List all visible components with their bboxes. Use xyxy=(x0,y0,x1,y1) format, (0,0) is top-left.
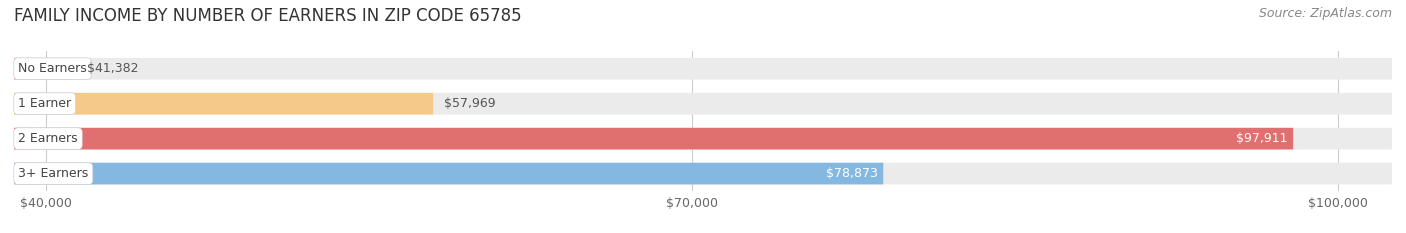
Text: Source: ZipAtlas.com: Source: ZipAtlas.com xyxy=(1258,7,1392,20)
FancyBboxPatch shape xyxy=(14,58,1392,80)
FancyBboxPatch shape xyxy=(14,58,76,80)
FancyBboxPatch shape xyxy=(14,163,883,185)
Text: $41,382: $41,382 xyxy=(87,62,139,75)
FancyBboxPatch shape xyxy=(14,93,1392,115)
FancyBboxPatch shape xyxy=(14,163,1392,185)
Text: 1 Earner: 1 Earner xyxy=(18,97,72,110)
Text: 2 Earners: 2 Earners xyxy=(18,132,77,145)
Text: 3+ Earners: 3+ Earners xyxy=(18,167,89,180)
FancyBboxPatch shape xyxy=(14,93,433,115)
Text: $78,873: $78,873 xyxy=(825,167,877,180)
Text: $57,969: $57,969 xyxy=(444,97,496,110)
FancyBboxPatch shape xyxy=(14,128,1294,150)
FancyBboxPatch shape xyxy=(14,128,1392,150)
Text: No Earners: No Earners xyxy=(18,62,87,75)
Text: $97,911: $97,911 xyxy=(1236,132,1288,145)
Text: FAMILY INCOME BY NUMBER OF EARNERS IN ZIP CODE 65785: FAMILY INCOME BY NUMBER OF EARNERS IN ZI… xyxy=(14,7,522,25)
